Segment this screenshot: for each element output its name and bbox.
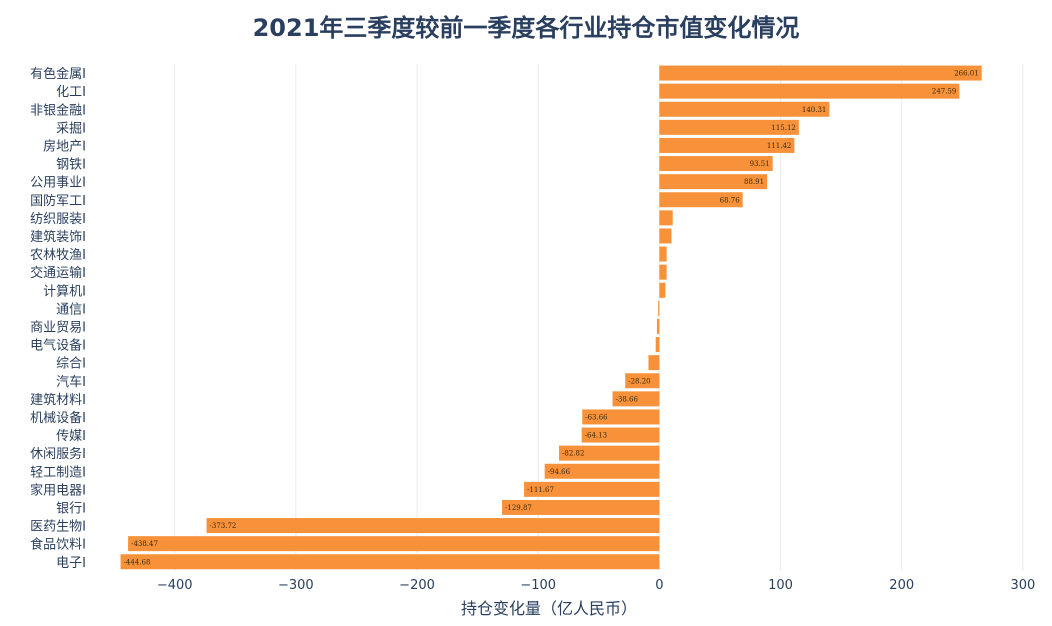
bar <box>612 391 660 407</box>
category-label: 公用事业I <box>30 176 86 191</box>
x-tick-label: −400 <box>157 578 193 593</box>
x-tick-label: 0 <box>655 578 663 593</box>
bar <box>502 499 660 515</box>
x-tick-labels: −400 −300 −200 −100 0 100 200 300 <box>157 578 1035 593</box>
category-label: 非银金融I <box>30 102 86 118</box>
value-label: 115.12 <box>771 124 796 132</box>
category-label: 医药生物I <box>30 520 86 535</box>
bar <box>656 318 660 334</box>
value-label: 111.42 <box>767 142 792 150</box>
value-label: 266.01 <box>954 70 979 78</box>
category-label: 综合I <box>56 357 86 372</box>
value-label: 247.59 <box>932 88 957 96</box>
category-label: 建筑装饰I <box>30 229 86 245</box>
bar <box>659 101 830 117</box>
category-label: 建筑材料I <box>30 392 86 408</box>
category-label: 采掘I <box>56 121 86 136</box>
category-label: 有色金属I <box>30 66 86 82</box>
x-tick-label: 300 <box>1010 578 1035 593</box>
category-label: 交通运输I <box>30 265 86 281</box>
label-layer: 266.01 247.59 140.31 115.12 111.42 93.51 88.91… <box>124 70 979 567</box>
x-tick-label: −300 <box>278 578 314 593</box>
category-label: 化工I <box>56 85 86 100</box>
value-label: 140.31 <box>802 106 827 114</box>
category-label: 计算机I <box>43 284 86 299</box>
category-label: 银行I <box>56 501 86 516</box>
category-label: 商业贸易I <box>30 320 86 335</box>
category-label: 轻工制造I <box>30 465 86 480</box>
bar <box>581 427 660 443</box>
bar <box>659 119 799 135</box>
value-label: 93.51 <box>750 160 770 168</box>
value-label: -129.87 <box>505 504 532 512</box>
bar <box>524 481 660 497</box>
bar <box>659 264 667 280</box>
x-tick-label: −200 <box>399 578 435 593</box>
bar <box>559 445 660 461</box>
value-label: -63.66 <box>585 413 608 421</box>
bar <box>625 373 660 389</box>
category-label: 电子I <box>56 556 86 571</box>
x-tick-label: 200 <box>889 578 914 593</box>
category-label: 房地产I <box>43 138 86 154</box>
bar <box>659 137 795 153</box>
value-label: -94.66 <box>548 468 571 476</box>
value-label: 68.76 <box>720 196 741 204</box>
value-label: -38.66 <box>616 395 639 403</box>
bar <box>582 409 660 425</box>
value-label: -64.13 <box>585 432 607 440</box>
category-label: 钢铁I <box>56 158 86 173</box>
bar <box>659 174 768 190</box>
bar <box>659 65 982 81</box>
bar <box>128 536 660 552</box>
value-label: -438.47 <box>131 540 158 548</box>
bar <box>659 156 773 172</box>
bar <box>648 355 660 371</box>
category-label: 电气设备I <box>30 338 86 354</box>
bar <box>659 228 672 244</box>
x-tick-label: 100 <box>768 578 793 593</box>
bar <box>544 463 660 479</box>
bar <box>120 554 660 570</box>
category-label: 通信I <box>56 302 86 317</box>
category-label: 农林牧渔I <box>30 248 86 263</box>
category-label: 传媒I <box>56 429 86 444</box>
bar <box>659 246 667 262</box>
bar <box>659 83 960 99</box>
category-labels: 有色金属I 化工I 非银金融I 采掘I 房地产I 钢铁I 公用事业I 国防军工I 纺织服装I 建筑… <box>30 66 86 571</box>
category-label: 汽车I <box>56 374 86 390</box>
value-label: -373.72 <box>210 522 237 530</box>
category-label: 食品饮料I <box>30 537 86 553</box>
bar <box>659 282 666 298</box>
value-label: -28.20 <box>628 377 650 385</box>
category-label: 机械设备I <box>30 410 86 426</box>
x-tick-label: −100 <box>520 578 556 593</box>
category-label: 家用电器I <box>30 482 86 498</box>
bar <box>206 518 660 534</box>
chart-title: 2021年三季度较前一季度各行业持仓市值变化情况 <box>252 14 800 42</box>
value-label: -444.68 <box>124 558 151 566</box>
bar <box>659 210 673 226</box>
bar-layer <box>120 65 982 570</box>
value-label: -82.82 <box>562 450 584 458</box>
value-label: -111.67 <box>527 486 554 494</box>
bar <box>658 300 660 316</box>
x-axis-title: 持仓变化量（亿人民币） <box>461 599 637 618</box>
value-label: 88.91 <box>744 178 764 186</box>
bar <box>659 192 743 208</box>
category-label: 国防军工I <box>30 193 86 209</box>
category-label: 休闲服务I <box>30 446 86 462</box>
bar <box>655 337 660 353</box>
category-label: 纺织服装I <box>30 212 86 227</box>
grid-layer <box>174 64 1024 571</box>
